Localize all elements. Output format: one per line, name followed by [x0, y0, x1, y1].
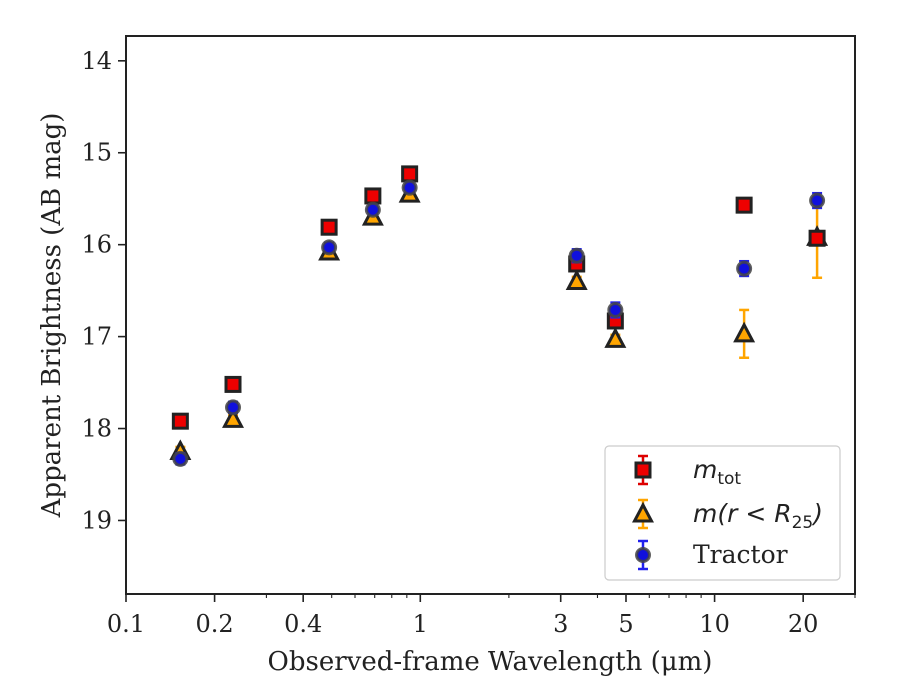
- data-point-triangle: [565, 269, 588, 290]
- x-tick-label: 1: [413, 610, 428, 638]
- x-tick-label: 3: [553, 610, 568, 638]
- data-point-circle: [225, 399, 242, 416]
- x-tick-label: 5: [618, 610, 633, 638]
- data-point-circle: [607, 301, 624, 318]
- data-point-square: [401, 165, 419, 183]
- data-point-circle: [736, 260, 753, 277]
- legend-marker-triangle: [632, 501, 654, 523]
- x-tick-label: 10: [699, 610, 730, 638]
- data-point-circle: [568, 247, 585, 264]
- y-tick-label: 14: [81, 47, 112, 75]
- x-tick-label: 0.4: [284, 610, 322, 638]
- data-point-square: [224, 375, 242, 393]
- legend-label: mtot: [693, 455, 741, 489]
- data-point-square: [171, 412, 189, 430]
- data-point-triangle: [222, 407, 245, 428]
- data-point-circle: [172, 450, 189, 467]
- data-point-triangle: [604, 327, 627, 348]
- x-tick-label: 0.2: [196, 610, 234, 638]
- y-tick-label: 16: [81, 231, 112, 259]
- data-point-circle: [809, 192, 826, 209]
- y-tick-label: 18: [81, 415, 112, 443]
- y-tick-label: 17: [81, 323, 112, 351]
- legend-marker-circle: [635, 547, 651, 563]
- y-tick-label: 15: [81, 139, 112, 167]
- data-points: [169, 165, 829, 467]
- data-point-square: [320, 218, 338, 236]
- data-point-circle: [364, 201, 381, 218]
- x-tick-label: 0.1: [107, 610, 145, 638]
- series-circle: [172, 179, 826, 467]
- x-tick-label: 20: [788, 610, 819, 638]
- plot-frame: [125, 35, 856, 595]
- axis-ticks: 0.1 0.2 0.4 1 3 5 10 20 14 15 16 17 18 19: [81, 47, 856, 638]
- legend-frame: [604, 445, 841, 581]
- legend-marker-square: [634, 461, 652, 479]
- data-point-square: [735, 196, 753, 214]
- data-point-square: [808, 229, 826, 247]
- data-point-square: [364, 187, 382, 205]
- legend-label: Tractor: [693, 540, 788, 569]
- y-axis-title: Apparent Brightness (AB mag): [37, 113, 67, 519]
- data-point-circle: [321, 239, 338, 256]
- x-axis-title: Observed-frame Wavelength (μm): [268, 647, 713, 677]
- data-point-circle: [401, 179, 418, 196]
- y-tick-label: 19: [81, 506, 112, 534]
- legend: mtot m(r < R25) Tractor: [604, 445, 841, 581]
- data-point-triangle: [733, 321, 756, 343]
- legend-label: m(r < R25): [693, 499, 823, 533]
